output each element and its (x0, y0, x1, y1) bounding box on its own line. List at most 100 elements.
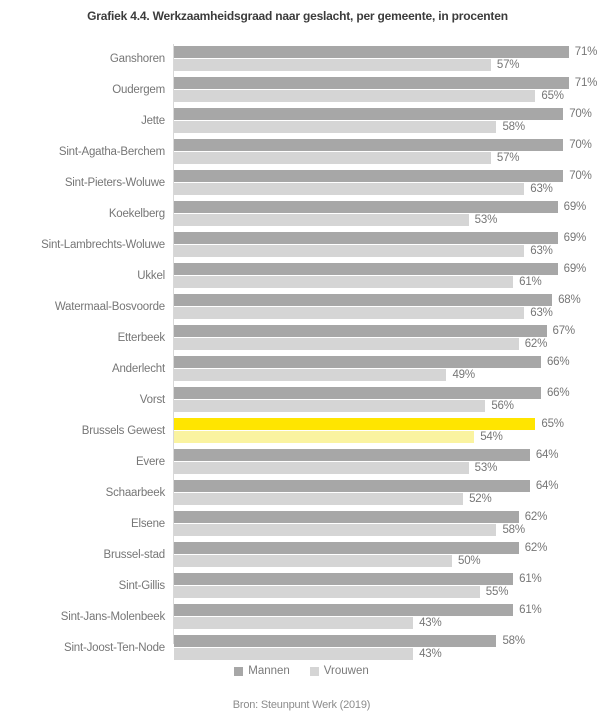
bar-line: 53% (174, 462, 603, 474)
value-label: 69% (563, 201, 587, 213)
value-label: 64% (535, 449, 559, 461)
bar-mannen (174, 263, 558, 275)
bar-pair: 69% 53% (174, 201, 603, 227)
category-label: Evere (135, 456, 165, 468)
category-label: Anderlecht (112, 363, 165, 375)
bar-vrouwen (174, 462, 469, 474)
bar-pair: 71% 65% (174, 77, 603, 103)
bar-pair: 66% 56% (174, 387, 603, 413)
bar-line: 70% (174, 170, 603, 182)
value-label: 53% (474, 214, 498, 226)
category-label: Oudergem (112, 84, 165, 96)
bar-vrouwen (174, 617, 414, 629)
bar-pair: 64% 53% (174, 449, 603, 475)
bar-line: 69% (174, 263, 603, 275)
bar-line: 70% (174, 139, 603, 151)
value-label: 69% (563, 263, 587, 275)
value-label: 71% (574, 46, 598, 58)
category-label: Sint-Lambrechts-Woluwe (41, 239, 165, 251)
bar-line: 62% (174, 542, 603, 554)
category-label: Koekelberg (108, 208, 165, 220)
bar-mannen (174, 387, 541, 399)
bar-pair: 61% 43% (174, 604, 603, 630)
legend-label-mannen: Mannen (248, 665, 290, 677)
y-axis-line (173, 44, 174, 644)
value-label: 57% (496, 59, 520, 71)
value-label: 65% (541, 418, 564, 430)
bar-rows: Ganshoren 71% 57% Oudergem 71% 65% Jette 70% 58%… (0, 46, 603, 666)
bar-line: 49% (174, 369, 603, 381)
category-label: Sint-Joost-Ten-Node (63, 642, 165, 654)
category-label: Vorst (139, 394, 165, 406)
bar-mannen (174, 573, 514, 585)
bar-group: Jette 70% 58% (0, 108, 603, 134)
bar-vrouwen (174, 121, 497, 133)
bar-vrouwen (174, 648, 414, 660)
bar-vrouwen (174, 183, 525, 195)
bar-pair: 70% 57% (174, 139, 603, 165)
bar-group: Evere 64% 53% (0, 449, 603, 475)
bar-pair: 58% 43% (174, 635, 603, 661)
bar-group: Ukkel 69% 61% (0, 263, 603, 289)
bar-group: Elsene 62% 58% (0, 511, 603, 537)
bar-pair: 68% 63% (174, 294, 603, 320)
vrouwen-swatch-icon (309, 666, 319, 676)
bar-group: Oudergem 71% 65% (0, 77, 603, 103)
value-label: 61% (519, 276, 542, 288)
bar-line: 53% (174, 214, 603, 226)
value-label: 71% (574, 77, 598, 89)
bar-vrouwen (174, 555, 452, 567)
bar-mannen (174, 232, 558, 244)
category-label: Elsene (131, 518, 165, 530)
value-label: 62% (524, 542, 548, 554)
value-label: 50% (458, 555, 481, 567)
bar-mannen (174, 480, 530, 492)
bar-line: 65% (174, 418, 603, 430)
bar-group: Ganshoren 71% 57% (0, 46, 603, 72)
bar-group: Vorst 66% 56% (0, 387, 603, 413)
bar-line: 69% (174, 232, 603, 244)
bar-group: Sint-Joost-Ten-Node 58% 43% (0, 635, 603, 661)
bar-line: 58% (174, 635, 603, 647)
bar-pair: 61% 55% (174, 573, 603, 599)
value-label: 58% (502, 524, 525, 536)
bar-line: 62% (174, 338, 603, 350)
bar-mannen (174, 170, 564, 182)
bar-line: 64% (174, 449, 603, 461)
bar-line: 71% (174, 46, 603, 58)
bar-group: Koekelberg 69% 53% (0, 201, 603, 227)
bar-pair: 64% 52% (174, 480, 603, 506)
category-label: Sint-Jans-Molenbeek (60, 611, 165, 623)
bar-line: 69% (174, 201, 603, 213)
bar-vrouwen (174, 493, 464, 505)
category-label: Sint-Pieters-Woluwe (64, 177, 165, 189)
bar-mannen (174, 139, 564, 151)
bar-vrouwen (174, 152, 491, 164)
bar-line: 43% (174, 648, 603, 660)
bar-mannen (174, 511, 519, 523)
bar-line: 62% (174, 511, 603, 523)
value-label: 54% (480, 431, 503, 443)
value-label: 43% (419, 617, 442, 629)
bar-vrouwen (174, 307, 525, 319)
bar-group: Sint-Lambrechts-Woluwe 69% 63% (0, 232, 603, 258)
value-label: 68% (558, 294, 581, 306)
value-label: 61% (519, 604, 542, 616)
bar-pair: 69% 63% (174, 232, 603, 258)
bar-line: 50% (174, 555, 603, 567)
category-label: Brussels Gewest (81, 425, 165, 437)
category-label: Sint-Agatha-Berchem (58, 146, 165, 158)
bar-line: 61% (174, 604, 603, 616)
value-label: 61% (519, 573, 542, 585)
value-label: 69% (563, 232, 587, 244)
bar-group: Sint-Gillis 61% 55% (0, 573, 603, 599)
value-label: 58% (502, 635, 525, 647)
bar-line: 66% (174, 356, 603, 368)
bar-vrouwen (174, 400, 486, 412)
value-label: 62% (524, 511, 548, 523)
mannen-swatch-icon (234, 666, 244, 676)
bar-mannen (174, 356, 541, 368)
value-label: 63% (530, 307, 553, 319)
value-label: 53% (474, 462, 498, 474)
